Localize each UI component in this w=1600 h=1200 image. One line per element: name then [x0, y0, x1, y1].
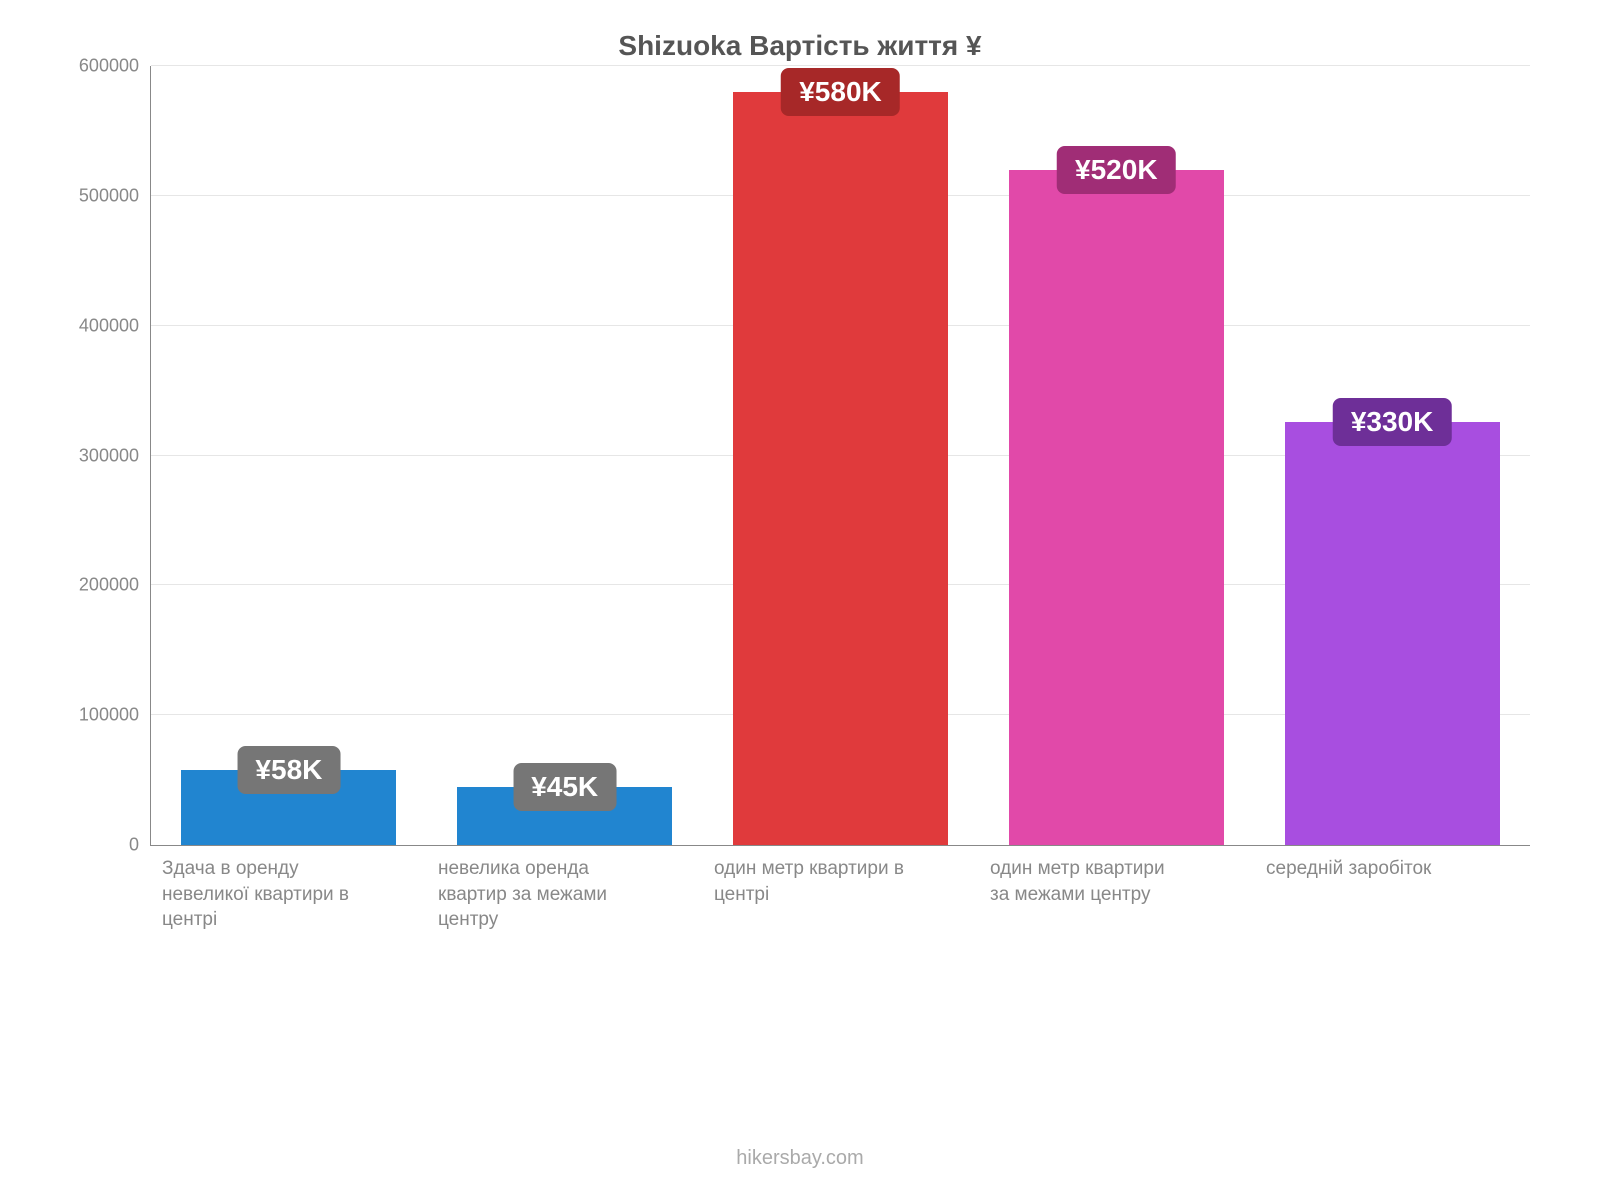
bar: ¥520K — [1009, 170, 1224, 845]
chart-container: Shizuoka Вартість життя ¥ 01000002000003… — [40, 30, 1560, 1160]
y-tick-label: 500000 — [79, 185, 151, 206]
y-tick-label: 300000 — [79, 445, 151, 466]
y-tick-label: 0 — [129, 835, 151, 856]
bar-value-label: ¥58K — [237, 746, 340, 794]
y-tick-label: 100000 — [79, 705, 151, 726]
bar: ¥45K — [457, 787, 672, 845]
bar-slot: ¥580K — [703, 66, 979, 845]
x-label-slot: невелика оренда квартир за межами центру — [426, 856, 702, 933]
x-label-slot: Здача в оренду невеликої квартири в цент… — [150, 856, 426, 933]
x-axis-label: один метр квартири в центрі — [714, 856, 904, 907]
bar-value-label: ¥330K — [1333, 398, 1452, 446]
x-label-slot: один метр квартири за межами центру — [978, 856, 1254, 933]
x-axis-label: невелика оренда квартир за межами центру — [438, 856, 628, 933]
x-label-slot: один метр квартири в центрі — [702, 856, 978, 933]
bar-slot: ¥58K — [151, 66, 427, 845]
x-axis-label: один метр квартири за межами центру — [990, 856, 1180, 907]
y-tick-label: 400000 — [79, 315, 151, 336]
plot-area: 0100000200000300000400000500000600000 ¥5… — [150, 66, 1530, 846]
footer-attribution: hikersbay.com — [0, 1147, 1600, 1170]
y-tick-label: 200000 — [79, 575, 151, 596]
bar-value-label: ¥580K — [781, 68, 900, 116]
bar-slot: ¥330K — [1254, 66, 1530, 845]
bar-value-label: ¥520K — [1057, 146, 1176, 194]
bar: ¥580K — [733, 92, 948, 845]
bar-slot: ¥520K — [978, 66, 1254, 845]
bar: ¥330K — [1285, 422, 1500, 845]
chart-title: Shizuoka Вартість життя ¥ — [40, 30, 1560, 62]
x-axis-label: Здача в оренду невеликої квартири в цент… — [162, 856, 352, 933]
x-label-slot: середній заробіток — [1254, 856, 1530, 933]
bar-value-label: ¥45K — [513, 763, 616, 811]
y-tick-label: 600000 — [79, 56, 151, 77]
x-axis-labels: Здача в оренду невеликої квартири в цент… — [150, 856, 1530, 933]
x-axis-label: середній заробіток — [1266, 856, 1456, 882]
bar-slot: ¥45K — [427, 66, 703, 845]
bars-region: ¥58K ¥45K ¥580K ¥520K ¥330K — [151, 66, 1530, 845]
bar: ¥58K — [181, 770, 396, 845]
